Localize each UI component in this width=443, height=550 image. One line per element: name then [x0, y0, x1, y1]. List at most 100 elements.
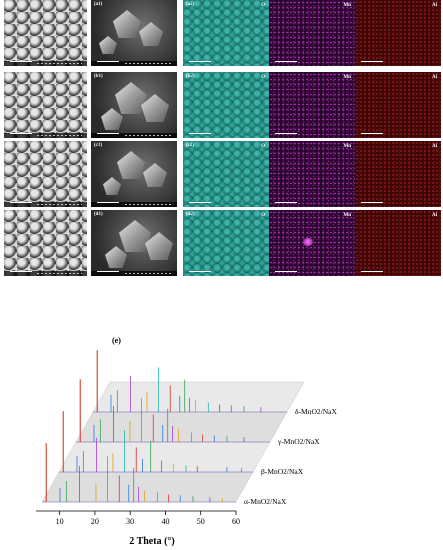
eds-map-o: O (b2) — [183, 72, 269, 138]
crystal-particle — [101, 108, 123, 130]
crystal-particle — [99, 36, 117, 54]
scale-bar — [10, 271, 32, 272]
sem-info-bar — [4, 202, 87, 207]
panel-label: (d) — [7, 212, 14, 217]
scale-bar — [189, 202, 211, 203]
scale-bar — [10, 133, 32, 134]
sem-info-bar — [4, 271, 87, 276]
row-divider — [0, 138, 443, 141]
crystal-particle — [119, 220, 151, 252]
panel-label: (b2) — [186, 74, 195, 79]
eds-map-mn: Mn — [269, 0, 355, 66]
panel-label: (b) — [7, 74, 14, 79]
panel-label: (c) — [7, 143, 13, 148]
crystal-particle — [113, 10, 141, 38]
panel-label: (a) — [7, 2, 13, 7]
scale-bar — [189, 133, 211, 134]
element-label: Mn — [343, 213, 352, 218]
eds-map-o: O (c2) — [183, 141, 269, 207]
scale-bar — [361, 271, 383, 272]
series-label: β-MnO2/NaX — [261, 467, 304, 476]
eds-map-mn: Mn — [269, 141, 355, 207]
scale-bar — [361, 61, 383, 62]
sem-info-bar — [4, 133, 87, 138]
scale-bar — [10, 202, 32, 203]
crystal-particle — [143, 163, 167, 187]
element-label: Al — [432, 144, 437, 149]
element-label: Mn — [343, 144, 352, 149]
eds-map-al: Al — [355, 0, 441, 66]
scale-bar — [189, 271, 211, 272]
scale-bar — [97, 133, 119, 134]
scale-bar — [10, 61, 32, 62]
sem-info-bar — [91, 133, 177, 138]
series-plane — [75, 411, 288, 443]
row-divider — [0, 69, 443, 72]
xrd-chart: (e) α-MnO2/NaX β-MnO2/NaX γ-MnO2/NaX δ-MnO2… — [36, 336, 337, 547]
sem-image-high-mag: (d1) — [91, 210, 177, 276]
element-label: Al — [432, 75, 437, 80]
scale-bar — [97, 61, 119, 62]
element-label: O — [261, 75, 265, 80]
panel-label: (a2) — [186, 2, 195, 7]
x-tick-label: 40 — [161, 517, 169, 526]
crystal-particle — [117, 151, 145, 179]
scale-bar — [361, 202, 383, 203]
element-label: Al — [432, 213, 437, 218]
scale-bar — [97, 202, 119, 203]
scale-bar — [361, 133, 383, 134]
sem-info-bar — [4, 61, 87, 66]
crystal-particle — [139, 22, 163, 46]
series-plane — [92, 381, 305, 413]
panel-label: (d2) — [186, 212, 195, 217]
x-tick-label: 20 — [91, 517, 99, 526]
eds-map-al: Al — [355, 141, 441, 207]
eds-map-al: Al — [355, 210, 441, 276]
eds-map-al: Al — [355, 72, 441, 138]
eds-map-mn: Mn — [269, 210, 355, 276]
panel-label: (d1) — [94, 212, 103, 217]
panel-label-e: (e) — [112, 336, 121, 345]
crystal-particle — [115, 82, 147, 114]
panel-label: (a1) — [94, 2, 103, 7]
eds-map-o: O (d2) — [183, 210, 269, 276]
x-tick-label: 50 — [197, 517, 205, 526]
scale-bar — [275, 61, 297, 62]
sem-image-low-mag: (c) — [4, 141, 87, 207]
x-tick-label: 30 — [126, 517, 134, 526]
series-plane — [58, 441, 271, 473]
scale-bar — [275, 202, 297, 203]
element-label: Mn — [343, 75, 352, 80]
panel-label: (c1) — [94, 143, 103, 148]
scale-bar — [97, 271, 119, 272]
sem-info-bar — [91, 202, 177, 207]
x-tick-label: 60 — [232, 517, 240, 526]
sem-image-low-mag: (d) — [4, 210, 87, 276]
sem-image-low-mag: (a) — [4, 0, 87, 66]
sem-info-bar — [91, 271, 177, 276]
sem-image-high-mag: (c1) — [91, 141, 177, 207]
sem-info-bar — [91, 61, 177, 66]
x-axis-label: 2 Theta (°) — [129, 536, 174, 547]
series-label: γ-MnO2/NaX — [277, 437, 320, 446]
sem-image-high-mag: (b1) — [91, 72, 177, 138]
x-tick-label: 10 — [56, 517, 64, 526]
series-label: δ-MnO2/NaX — [295, 407, 337, 416]
element-label: O — [261, 3, 265, 8]
element-label: O — [261, 144, 265, 149]
crystal-particle — [105, 246, 127, 268]
scale-bar — [275, 271, 297, 272]
eds-map-mn: Mn — [269, 72, 355, 138]
panel-label: (b1) — [94, 74, 103, 79]
sem-image-low-mag: (b) — [4, 72, 87, 138]
scale-bar — [189, 61, 211, 62]
sem-image-high-mag: (a1) — [91, 0, 177, 66]
element-label: O — [261, 213, 265, 218]
scale-bar — [275, 133, 297, 134]
element-label: Mn — [343, 3, 352, 8]
mn-bright-spot — [303, 238, 313, 246]
eds-map-o: O (a2) — [183, 0, 269, 66]
panel-label: (c2) — [186, 143, 195, 148]
series-plane — [41, 471, 254, 503]
